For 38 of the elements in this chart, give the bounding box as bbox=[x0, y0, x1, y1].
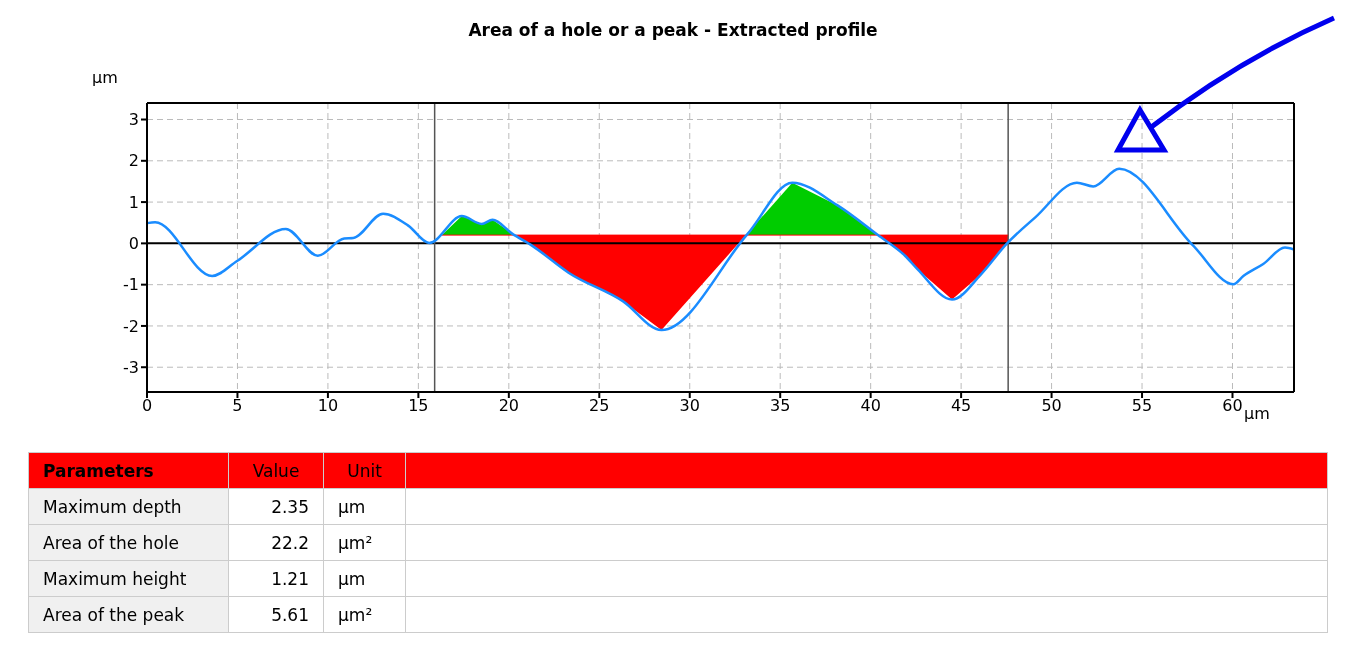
x-tick-label: 30 bbox=[679, 396, 700, 416]
y-axis-title: µm bbox=[92, 68, 118, 87]
text: 5.61 bbox=[228, 596, 324, 633]
text: µm bbox=[323, 560, 406, 597]
y-tick-label: -2 bbox=[123, 316, 139, 336]
text: Area of the peak bbox=[28, 596, 229, 633]
x-tick-label: 50 bbox=[1041, 396, 1062, 416]
text: Unit bbox=[323, 452, 406, 489]
x-axis-title: µm bbox=[1244, 404, 1270, 423]
x-tick-label: 15 bbox=[408, 396, 429, 416]
x-tick-label: 55 bbox=[1131, 396, 1153, 416]
y-tick-label: 2 bbox=[128, 151, 139, 171]
x-tick-label: 45 bbox=[950, 396, 972, 416]
chart-title: Area of a hole or a peak - Extracted profile bbox=[467, 20, 879, 40]
x-tick-label: 5 bbox=[232, 396, 243, 416]
text: Maximum height bbox=[28, 560, 229, 597]
text: Maximum depth bbox=[28, 488, 229, 525]
text: 22.2 bbox=[228, 524, 324, 561]
x-tick-label: 35 bbox=[770, 396, 791, 416]
text: Parameters bbox=[28, 452, 229, 489]
text: 2.35 bbox=[228, 488, 324, 525]
x-tick-label: 60 bbox=[1222, 396, 1243, 416]
text: 1.21 bbox=[228, 560, 324, 597]
text: µm² bbox=[323, 596, 406, 633]
y-tick-label: -1 bbox=[123, 275, 139, 295]
y-tick-label: -3 bbox=[123, 357, 139, 377]
y-tick-label: 3 bbox=[128, 110, 139, 130]
text: µm bbox=[323, 488, 406, 525]
text: µm² bbox=[323, 524, 406, 561]
text: Area of the hole bbox=[28, 524, 229, 561]
x-tick-label: 10 bbox=[317, 396, 339, 416]
x-tick-label: 20 bbox=[498, 396, 520, 416]
y-tick-label: 0 bbox=[128, 234, 139, 254]
x-tick-label: 0 bbox=[141, 396, 153, 416]
x-tick-label: 25 bbox=[589, 396, 610, 416]
text: Value bbox=[228, 452, 324, 489]
x-tick-label: 40 bbox=[860, 396, 881, 416]
y-tick-label: 1 bbox=[128, 192, 139, 212]
